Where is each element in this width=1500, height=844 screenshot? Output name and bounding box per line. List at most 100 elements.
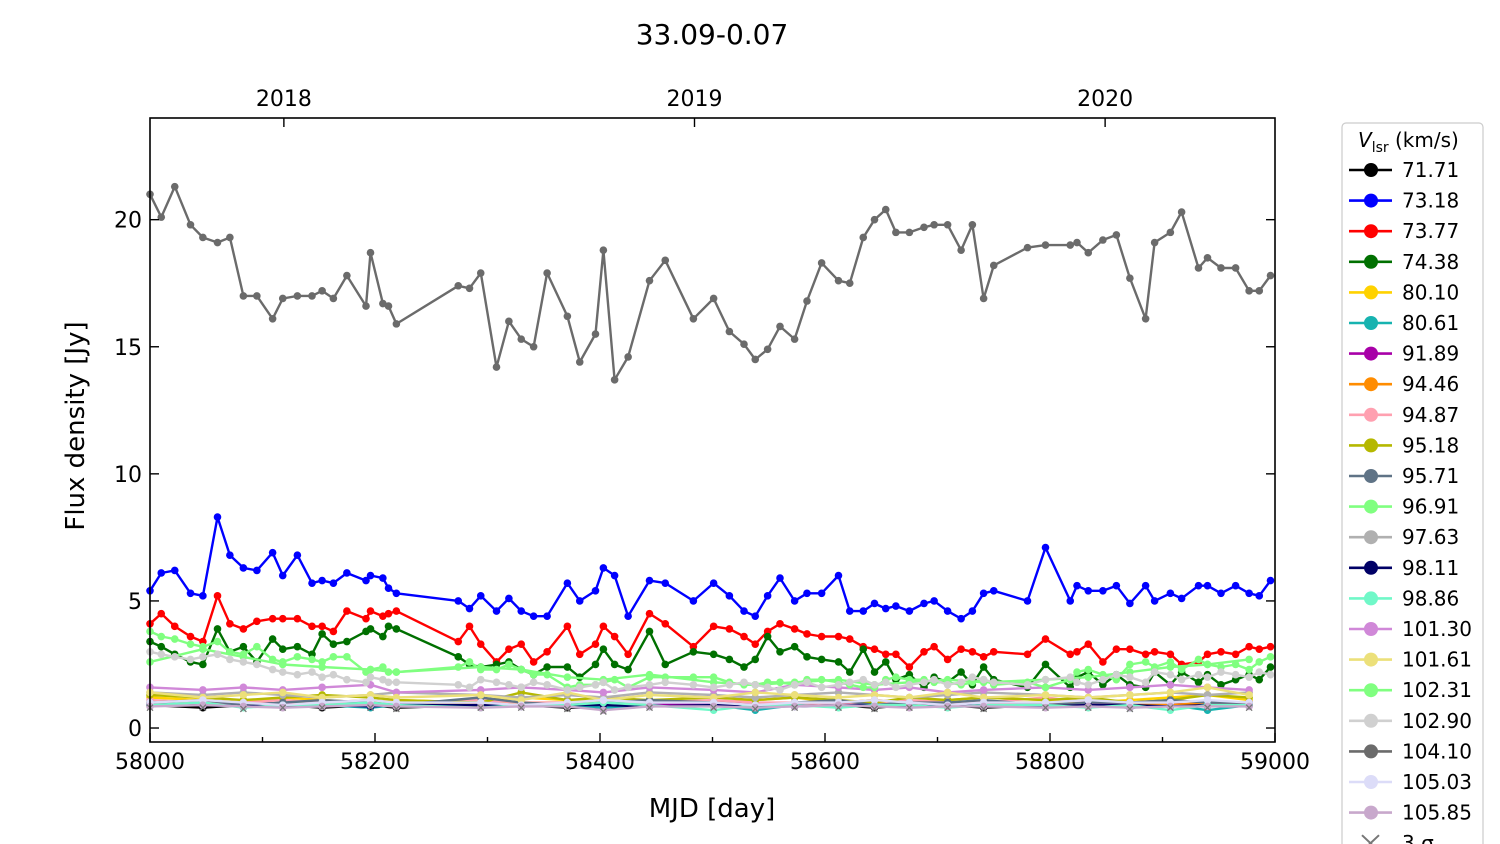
data-point — [1255, 658, 1264, 666]
legend-label: 80.10 — [1402, 280, 1459, 304]
data-point — [803, 653, 811, 661]
data-point — [881, 650, 890, 659]
data-point — [465, 604, 474, 613]
data-point — [278, 658, 287, 666]
data-point — [834, 681, 843, 689]
data-point — [199, 686, 207, 694]
data-point — [366, 248, 375, 257]
data-point — [392, 589, 401, 598]
data-point — [318, 658, 326, 666]
data-point — [1099, 658, 1107, 666]
data-point — [392, 702, 401, 711]
data-point — [1245, 702, 1253, 711]
sigma-marker — [944, 704, 952, 712]
data-point — [575, 650, 584, 659]
data-point — [366, 571, 375, 580]
data-point — [278, 668, 287, 676]
legend-item-96.91: 96.91 — [1349, 495, 1459, 519]
data-point — [366, 701, 375, 709]
data-point — [979, 294, 988, 303]
data-point — [1166, 681, 1175, 689]
data-point — [920, 647, 928, 656]
data-point — [740, 663, 748, 671]
legend-item-94.46: 94.46 — [1349, 372, 1459, 396]
data-point — [870, 681, 879, 689]
data-point — [1073, 678, 1081, 687]
legend-item-98.11: 98.11 — [1349, 556, 1459, 580]
data-point — [610, 632, 619, 641]
data-point — [226, 233, 234, 242]
data-point — [529, 342, 538, 351]
y-tick-label: 5 — [128, 590, 142, 615]
legend-label: 94.46 — [1402, 372, 1459, 396]
x-axis-label: MJD [day] — [649, 794, 776, 824]
legend-marker — [1364, 469, 1378, 483]
data-point — [476, 675, 485, 684]
data-point — [253, 642, 261, 651]
data-point — [661, 660, 670, 669]
data-point — [308, 622, 316, 631]
data-point — [213, 625, 222, 633]
x-tick-label: 58600 — [790, 750, 860, 775]
data-point — [1203, 650, 1212, 659]
data-point — [645, 576, 654, 585]
data-point — [1099, 586, 1107, 595]
axis-ticks: 58000 58200 58400 58600 58800 590000510152020… — [114, 87, 1310, 775]
data-point — [834, 571, 843, 580]
sigma-marker — [980, 705, 988, 713]
data-point — [529, 670, 538, 679]
data-point — [1126, 673, 1134, 681]
data-point — [776, 620, 784, 628]
axes-frame — [149, 117, 1276, 743]
data-point — [1084, 702, 1093, 711]
sigma-marker — [392, 705, 400, 713]
data-point — [329, 579, 338, 587]
data-point — [709, 579, 718, 587]
data-point — [476, 269, 485, 277]
data-point — [1084, 586, 1093, 595]
data-point — [645, 681, 654, 689]
data-point — [763, 683, 772, 692]
data-point — [505, 317, 513, 326]
data-point — [751, 688, 760, 697]
data-point — [1217, 264, 1225, 272]
data-point — [1177, 208, 1186, 216]
data-point — [476, 665, 485, 674]
data-point — [1203, 253, 1212, 262]
data-point — [563, 686, 572, 694]
data-point — [725, 327, 734, 336]
data-point — [157, 569, 166, 577]
data-point — [845, 279, 854, 288]
data-point — [157, 650, 166, 659]
data-point — [157, 632, 166, 641]
legend-item-102.90: 102.90 — [1349, 709, 1472, 733]
data-point — [1126, 660, 1134, 669]
data-point — [543, 612, 551, 620]
legend-item-91.89: 91.89 — [1349, 342, 1459, 366]
data-point — [709, 702, 718, 711]
legend-item-74.38: 74.38 — [1349, 250, 1459, 274]
data-point — [563, 663, 572, 671]
data-point — [881, 658, 890, 666]
legend-label: 96.91 — [1402, 495, 1459, 519]
data-point — [476, 592, 485, 600]
y-tick-label: 20 — [114, 209, 142, 234]
legend-label: 98.11 — [1402, 556, 1459, 580]
data-point — [392, 607, 401, 615]
data-point — [343, 675, 351, 684]
sigma-marker — [1204, 704, 1211, 712]
data-point — [343, 607, 351, 615]
series-line — [149, 683, 1250, 694]
data-point — [725, 681, 734, 689]
data-point — [543, 647, 551, 656]
data-point — [591, 640, 600, 648]
x-tick-label: 58200 — [340, 750, 410, 775]
data-point — [278, 614, 287, 623]
data-point — [905, 681, 914, 689]
data-point — [751, 640, 760, 648]
data-point — [1245, 287, 1253, 295]
data-point — [599, 564, 608, 572]
data-point — [1203, 581, 1212, 590]
legend-label: 105.03 — [1402, 770, 1472, 794]
data-point — [293, 551, 302, 559]
